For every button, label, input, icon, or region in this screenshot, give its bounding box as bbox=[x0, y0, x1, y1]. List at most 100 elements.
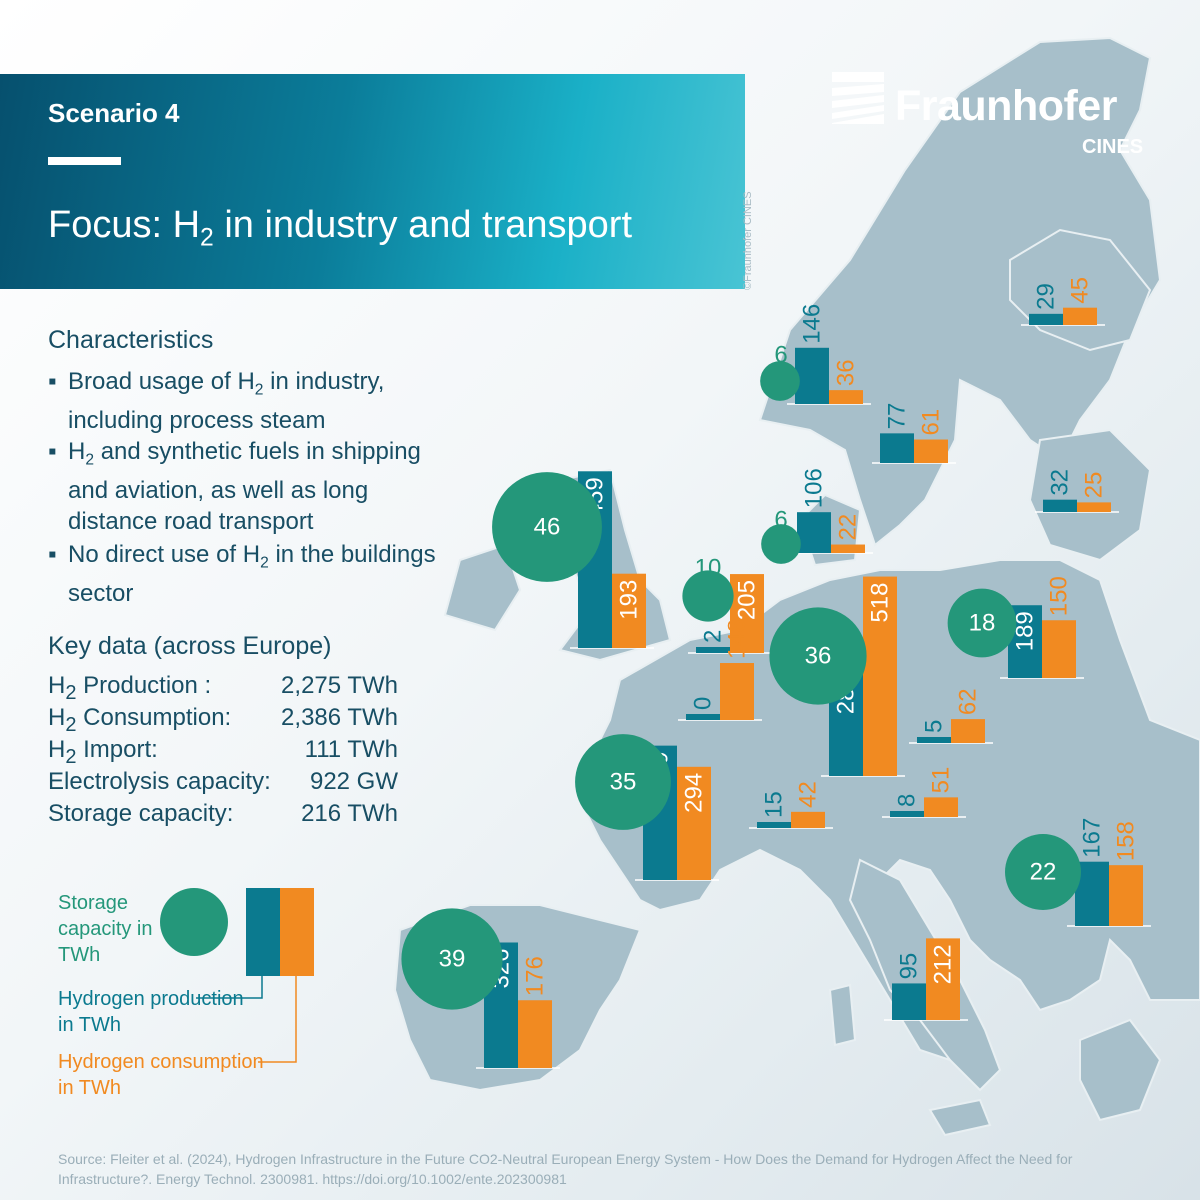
storage-value-label: 39 bbox=[439, 946, 466, 973]
legend-production-leader bbox=[196, 976, 263, 999]
source-citation: Source: Fleiter et al. (2024), Hydrogen … bbox=[58, 1151, 1073, 1187]
key-data-row: H2 Import: 111 TWh bbox=[48, 736, 398, 768]
consumption-value-label: 25 bbox=[1081, 472, 1108, 499]
map-sicily bbox=[928, 1098, 992, 1137]
storage-circle bbox=[575, 734, 671, 830]
characteristic-bullet: ▪ No direct use of H2 in the buildings s… bbox=[48, 541, 436, 608]
copyright-note: ©Fraunhofer CINES bbox=[742, 191, 754, 290]
focus-title: Focus: H2 in industry and transport bbox=[48, 204, 633, 252]
storage-value-label: 22 bbox=[1030, 859, 1057, 886]
consumption-value-label: 150 bbox=[1046, 576, 1073, 616]
bullet-mark: ▪ bbox=[48, 541, 57, 568]
storage-value-label: 18 bbox=[969, 610, 996, 637]
production-value-label: 5 bbox=[921, 720, 948, 733]
consumption-bar bbox=[1109, 865, 1143, 926]
characteristic-bullet: ▪ Broad usage of H2 in industry, includi… bbox=[48, 368, 385, 435]
consumption-value-label: 193 bbox=[616, 580, 643, 620]
consumption-value-label: 212 bbox=[930, 944, 957, 984]
consumption-value-label: 205 bbox=[734, 580, 761, 620]
production-bar bbox=[1043, 499, 1077, 512]
legend-consumption-label: Hydrogen consumption in TWh bbox=[58, 1051, 264, 1099]
consumption-bar bbox=[791, 811, 825, 828]
characteristic-bullet: ▪ H2 and synthetic fuels in shipping and… bbox=[48, 438, 421, 536]
production-value-label: 77 bbox=[884, 403, 911, 430]
storage-circle bbox=[769, 607, 867, 705]
production-bar bbox=[1029, 313, 1063, 325]
map-greece bbox=[1079, 1018, 1162, 1122]
production-bar bbox=[890, 811, 924, 817]
consumption-value-label: 176 bbox=[522, 956, 549, 996]
production-bar bbox=[795, 347, 829, 404]
key-data-row: Storage capacity: 216 TWh bbox=[48, 800, 398, 827]
consumption-bar bbox=[951, 719, 985, 743]
production-value-label: 29 bbox=[1033, 283, 1060, 310]
storage-value-label: 35 bbox=[610, 769, 637, 796]
consumption-bar bbox=[924, 797, 958, 817]
legend-consumption-leader bbox=[258, 976, 297, 1063]
legend-graphic bbox=[160, 888, 314, 1063]
consumption-value-label: 294 bbox=[681, 773, 708, 813]
production-value-label: 189 bbox=[1012, 611, 1039, 651]
production-bar bbox=[686, 714, 720, 720]
production-value-label: 146 bbox=[799, 304, 826, 344]
storage-circle bbox=[401, 908, 503, 1010]
consumption-bar bbox=[720, 663, 754, 720]
consumption-bar bbox=[914, 439, 948, 463]
storage-circle bbox=[1005, 834, 1081, 910]
bullet-mark: ▪ bbox=[48, 438, 57, 465]
consumption-bar bbox=[831, 544, 865, 553]
production-value-label: 15 bbox=[761, 791, 788, 818]
production-value-label: 106 bbox=[801, 468, 828, 508]
consumption-value-label: 158 bbox=[1113, 821, 1140, 861]
consumption-value-label: 45 bbox=[1067, 277, 1094, 304]
storage-circle bbox=[682, 570, 734, 622]
consumption-value-label: 22 bbox=[835, 514, 862, 541]
production-bar bbox=[696, 647, 730, 653]
scenario-underline bbox=[48, 157, 121, 165]
key-data-row: H2 Consumption: 2,386 TWh bbox=[48, 704, 398, 736]
storage-value-label: 6 bbox=[774, 507, 787, 534]
consumption-value-label: 61 bbox=[918, 409, 945, 436]
map-sardinia bbox=[828, 983, 857, 1047]
consumption-bar bbox=[1042, 620, 1076, 678]
consumption-bar bbox=[863, 576, 897, 776]
bullet-mark: ▪ bbox=[48, 368, 57, 395]
fraunhofer-logo-icon bbox=[832, 72, 884, 124]
consumption-bar bbox=[518, 1000, 552, 1068]
production-value-label: 32 bbox=[1047, 469, 1074, 496]
hydrogen-bar-layer: 2945146366776110622632254591934622051028… bbox=[401, 277, 1151, 1069]
logo-name: Fraunhofer bbox=[895, 82, 1117, 130]
storage-value-label: 6 bbox=[774, 342, 787, 369]
legend-production-label: Hydrogen production in TWh bbox=[58, 988, 244, 1036]
storage-circle bbox=[947, 588, 1017, 658]
header-banner bbox=[0, 74, 745, 289]
legend-storage-circle bbox=[160, 888, 228, 956]
consumption-value-label: 148 bbox=[724, 619, 751, 659]
consumption-bar bbox=[926, 938, 960, 1020]
consumption-value-label: 36 bbox=[833, 359, 860, 386]
consumption-bar bbox=[612, 573, 646, 648]
legend-storage-label: Storage capacity in TWh bbox=[58, 892, 153, 966]
consumption-bar bbox=[677, 766, 711, 880]
production-value-label: 0 bbox=[690, 697, 717, 710]
storage-circle bbox=[760, 361, 800, 401]
scenario-label: Scenario 4 bbox=[48, 98, 180, 128]
production-bar bbox=[797, 512, 831, 553]
storage-value-label: 46 bbox=[534, 514, 561, 541]
production-value-label: 8 bbox=[894, 794, 921, 807]
logo-sub: CINES bbox=[1082, 136, 1144, 158]
production-value-label: 2 bbox=[700, 630, 727, 643]
consumption-value-label: 42 bbox=[795, 781, 822, 808]
consumption-bar bbox=[1063, 307, 1097, 325]
storage-value-label: 10 bbox=[695, 555, 722, 582]
legend-consumption-bar bbox=[280, 888, 314, 976]
storage-circle bbox=[761, 524, 801, 564]
production-bar bbox=[917, 737, 951, 743]
map-italy bbox=[848, 858, 1002, 1092]
storage-circle bbox=[492, 472, 602, 582]
storage-value-label: 36 bbox=[805, 643, 832, 670]
consumption-value-label: 518 bbox=[867, 583, 894, 623]
production-bar bbox=[757, 822, 791, 828]
